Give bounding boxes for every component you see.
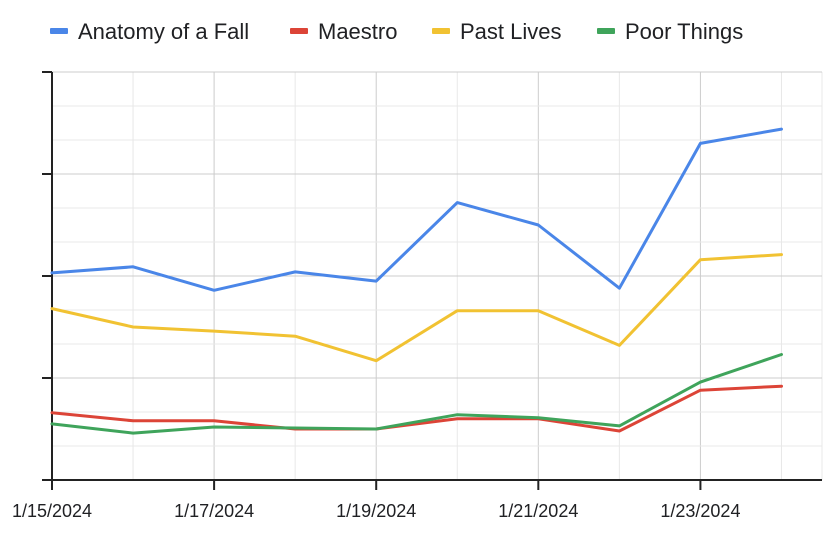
x-tick-label: 1/15/2024 bbox=[12, 501, 92, 521]
legend-label-maestro: Maestro bbox=[318, 19, 397, 44]
x-tick-labels: 1/15/2024 1/17/2024 1/19/2024 1/21/2024 1/23… bbox=[12, 501, 740, 521]
x-tick-label: 1/17/2024 bbox=[174, 501, 254, 521]
legend-label-past-lives: Past Lives bbox=[460, 19, 562, 44]
legend: Anatomy of a Fall Maestro Past Lives Poor T… bbox=[50, 19, 743, 44]
series-line-anatomy-of-a-fall bbox=[50, 127, 783, 292]
series-line-maestro bbox=[50, 384, 783, 433]
series-lines bbox=[50, 127, 783, 435]
legend-label-anatomy-of-a-fall: Anatomy of a Fall bbox=[78, 19, 249, 44]
x-tick-label: 1/23/2024 bbox=[660, 501, 740, 521]
legend-swatch-maestro bbox=[290, 28, 308, 34]
series-line-poor-things bbox=[50, 353, 783, 435]
x-tick-label: 1/21/2024 bbox=[498, 501, 578, 521]
legend-swatch-anatomy-of-a-fall bbox=[50, 28, 68, 34]
axes bbox=[42, 71, 822, 490]
grid bbox=[52, 71, 823, 480]
legend-swatch-past-lives bbox=[432, 28, 450, 34]
x-tick-label: 1/19/2024 bbox=[336, 501, 416, 521]
legend-swatch-poor-things bbox=[597, 28, 615, 34]
legend-label-poor-things: Poor Things bbox=[625, 19, 743, 44]
series-line-past-lives bbox=[50, 253, 783, 363]
